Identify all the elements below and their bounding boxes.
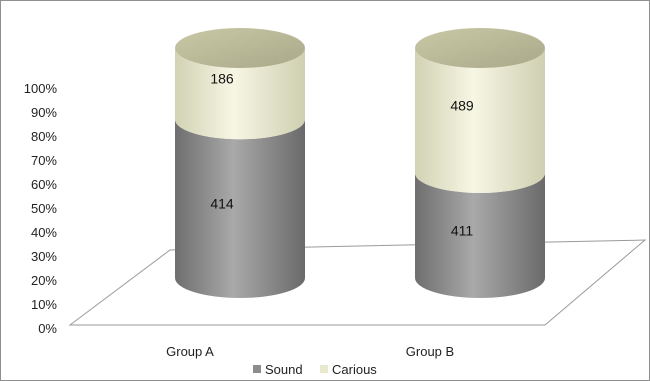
- y-tick-label: 50%: [31, 201, 57, 216]
- y-tick-label: 90%: [31, 105, 57, 120]
- y-tick-label: 40%: [31, 225, 57, 240]
- legend-label-sound: Sound: [265, 362, 303, 377]
- y-tick-label: 60%: [31, 177, 57, 192]
- cylinder-group-a: 414 186: [175, 28, 305, 298]
- data-label: 186: [210, 71, 234, 87]
- bar-segment-sound: [415, 172, 545, 298]
- y-tick-label: 30%: [31, 249, 57, 264]
- data-label: 411: [451, 222, 474, 238]
- data-label: 414: [210, 196, 234, 212]
- category-labels: Group A Group B: [166, 344, 454, 359]
- x-category-label: Group A: [166, 344, 214, 359]
- cylinder-group-b: 411 489: [415, 28, 545, 298]
- legend-swatch-sound: [253, 365, 261, 373]
- y-tick-label: 100%: [24, 81, 58, 96]
- bar-segment-sound: [175, 119, 305, 298]
- y-tick-label: 80%: [31, 129, 57, 144]
- y-tick-label: 10%: [31, 297, 57, 312]
- y-axis-ticks: 0% 10% 20% 30% 40% 50% 60% 70% 80% 90% 100%: [24, 81, 58, 336]
- cylinder-top-cap: [175, 28, 305, 68]
- cylinder-top-cap: [415, 28, 545, 68]
- y-tick-label: 20%: [31, 273, 57, 288]
- bar-segment-carious: [175, 48, 305, 140]
- y-tick-label: 0%: [38, 321, 57, 336]
- chart-floor: [68, 239, 647, 326]
- cylinders: 414 186 411 489: [175, 28, 545, 298]
- x-category-label: Group B: [406, 344, 454, 359]
- legend-swatch-carious: [320, 365, 328, 373]
- legend: Sound Carious: [253, 362, 377, 377]
- data-label: 489: [450, 97, 474, 113]
- bar-segment-carious: [415, 48, 545, 193]
- y-tick-label: 70%: [31, 153, 57, 168]
- legend-label-carious: Carious: [332, 362, 377, 377]
